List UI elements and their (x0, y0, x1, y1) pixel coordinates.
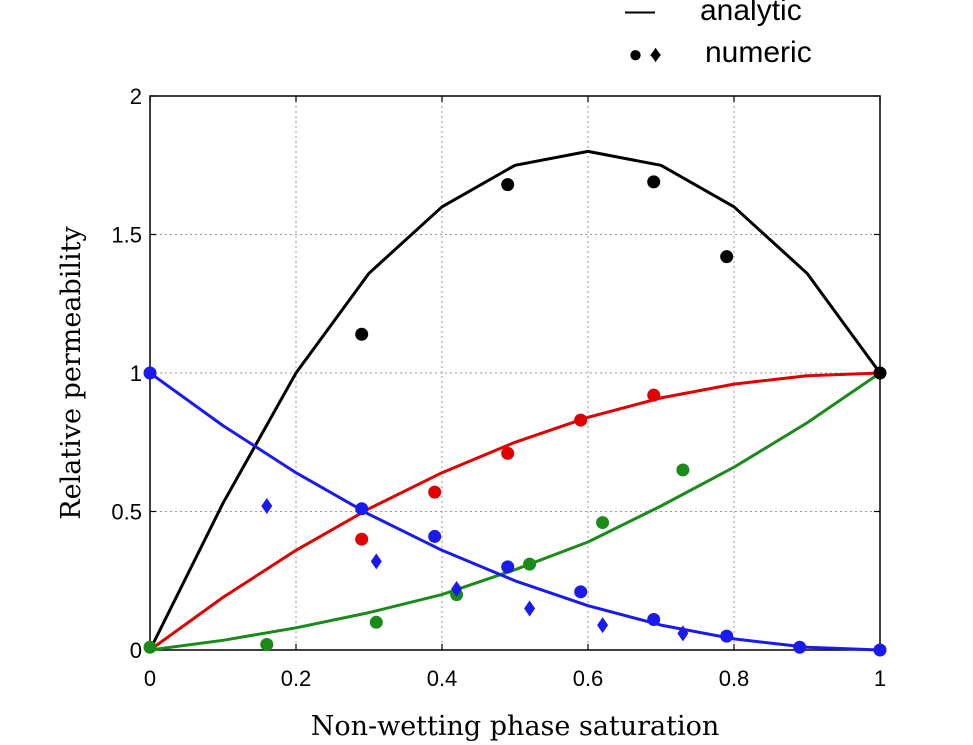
grid (150, 96, 880, 650)
legend-label-numeric: numeric (705, 36, 812, 69)
x-tick-label: 0.8 (719, 666, 750, 691)
series-2-point (260, 637, 274, 651)
series-3-point (574, 585, 588, 599)
series-3-point (720, 629, 734, 643)
x-tick-label: 0 (144, 666, 156, 691)
y-tick-label: 0.5 (111, 500, 142, 525)
x-tick-label: 0.2 (281, 666, 312, 691)
y-ticks: 0 0.5 1 1.5 2 (111, 84, 880, 663)
series-3-diamond (597, 617, 609, 634)
series-3-point (501, 560, 515, 574)
series-3-point (873, 643, 887, 657)
series-2-line (149, 371, 881, 652)
x-ticks: 0 0.2 0.4 0.6 0.8 1 (144, 96, 886, 691)
legend-label-analytic: analytic (700, 0, 802, 27)
series-3-point (143, 366, 157, 380)
series-1-point (355, 532, 369, 546)
series-3-point (647, 613, 661, 627)
series-2-point (523, 557, 537, 571)
series-3-diamond (261, 497, 273, 514)
legend: — analytic ● ♦ numeric (625, 0, 812, 69)
series-points (143, 175, 887, 657)
y-tick-label: 1.5 (111, 223, 142, 248)
series-0-line (148, 149, 882, 651)
series-3-point (793, 640, 807, 654)
series-3-line (149, 371, 881, 652)
series-3-point (355, 502, 369, 516)
series-lines (148, 149, 882, 652)
series-2-point (369, 615, 383, 629)
series-1-point (574, 413, 588, 427)
series-3-diamond (370, 553, 382, 570)
series-0-point (720, 250, 734, 264)
series-1-point (428, 485, 442, 499)
x-tick-label: 0.6 (573, 666, 604, 691)
series-0-point (355, 327, 369, 341)
series-1-point (501, 446, 515, 460)
legend-line-symbol: — (625, 0, 655, 27)
legend-marker-symbols: ● ♦ (628, 41, 661, 68)
series-0-point (873, 366, 887, 380)
series-3-diamond (451, 581, 463, 598)
series-0-point (501, 178, 515, 192)
y-tick-label: 0 (130, 638, 142, 663)
series-1-point (647, 388, 661, 402)
x-tick-label: 1 (874, 666, 886, 691)
series-2-point (143, 640, 157, 654)
series-0-point (647, 175, 661, 189)
x-axis-title: Non-wetting phase saturation (311, 711, 720, 742)
x-tick-label: 0.4 (427, 666, 458, 691)
series-2-point (596, 516, 610, 530)
series-2-point (676, 463, 690, 477)
y-tick-label: 1 (130, 361, 142, 386)
y-axis-title: Relative permeability (56, 226, 87, 520)
series-3-diamond (677, 625, 689, 642)
series-1-line (149, 371, 881, 652)
series-3-point (428, 529, 442, 543)
series-3-diamond (524, 600, 536, 617)
y-tick-label: 2 (130, 84, 142, 109)
